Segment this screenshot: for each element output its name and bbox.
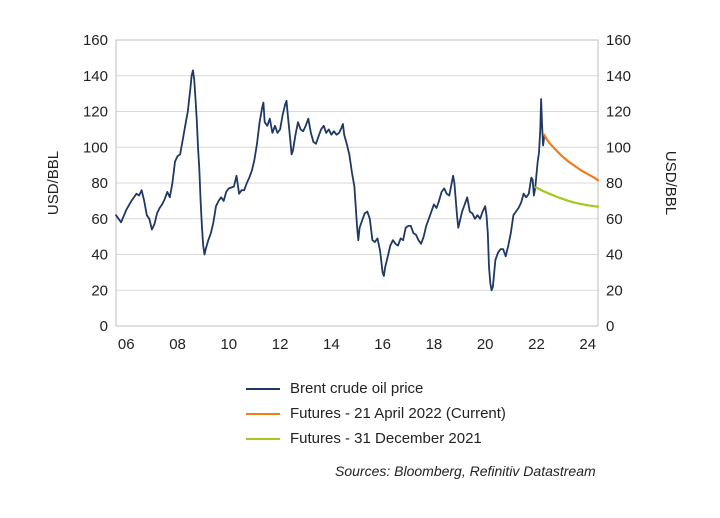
x-tick-label: 22 — [528, 336, 545, 353]
left-y-tick-label: 120 — [83, 104, 108, 121]
right-y-tick-label: 20 — [606, 282, 623, 299]
right-y-tick-label: 140 — [606, 68, 631, 85]
futures-dec2021-line — [534, 186, 600, 208]
x-tick-label: 14 — [323, 336, 340, 353]
x-axis-ticks: 06 08 10 12 14 16 18 20 22 24 — [118, 336, 596, 353]
right-y-tick-label: 100 — [606, 139, 631, 156]
x-tick-label: 24 — [579, 336, 596, 353]
plot-area-frame — [115, 39, 599, 327]
futures-current-line — [543, 133, 600, 182]
x-tick-label: 10 — [220, 336, 237, 353]
right-y-tick-label: 40 — [606, 247, 623, 264]
right-y-axis-ticks: 0 20 40 60 80 100 120 140 160 — [606, 32, 631, 335]
left-y-axis-title: USD/BBL — [45, 151, 62, 215]
legend-label-brent: Brent crude oil price — [290, 380, 424, 397]
right-y-tick-label: 80 — [606, 175, 623, 192]
legend: Brent crude oil price Futures - 21 April… — [246, 376, 506, 451]
right-y-tick-label: 0 — [606, 318, 614, 335]
legend-swatch-futures-dec2021 — [246, 437, 280, 440]
legend-swatch-futures-current — [246, 412, 280, 415]
left-y-tick-label: 60 — [91, 211, 108, 228]
right-y-tick-label: 160 — [606, 32, 631, 49]
x-tick-label: 20 — [477, 336, 494, 353]
series-layer — [115, 69, 600, 292]
x-tick-label: 08 — [169, 336, 186, 353]
right-y-tick-label: 60 — [606, 211, 623, 228]
left-y-tick-label: 160 — [83, 32, 108, 49]
left-y-tick-label: 80 — [91, 175, 108, 192]
left-y-tick-label: 0 — [100, 318, 108, 335]
right-y-axis-title: USD/BBL — [662, 151, 679, 215]
x-tick-label: 16 — [374, 336, 391, 353]
left-y-axis-ticks: 0 20 40 60 80 100 120 140 160 — [83, 32, 108, 335]
brent-crude-line — [115, 69, 546, 292]
legend-label-futures-current: Futures - 21 April 2022 (Current) — [290, 405, 506, 422]
x-tick-label: 06 — [118, 336, 135, 353]
left-y-tick-label: 40 — [91, 247, 108, 264]
left-y-tick-label: 100 — [83, 139, 108, 156]
x-tick-label: 18 — [426, 336, 443, 353]
legend-item-futures-current: Futures - 21 April 2022 (Current) — [246, 401, 506, 426]
legend-item-brent: Brent crude oil price — [246, 376, 506, 401]
source-note: Sources: Bloomberg, Refinitiv Datastream — [335, 463, 596, 479]
legend-item-futures-dec2021: Futures - 31 December 2021 — [246, 426, 506, 451]
right-y-tick-label: 120 — [606, 104, 631, 121]
legend-label-futures-dec2021: Futures - 31 December 2021 — [290, 430, 482, 447]
legend-swatch-brent — [246, 387, 280, 390]
left-y-tick-label: 20 — [91, 282, 108, 299]
x-tick-label: 12 — [272, 336, 289, 353]
left-y-tick-label: 140 — [83, 68, 108, 85]
